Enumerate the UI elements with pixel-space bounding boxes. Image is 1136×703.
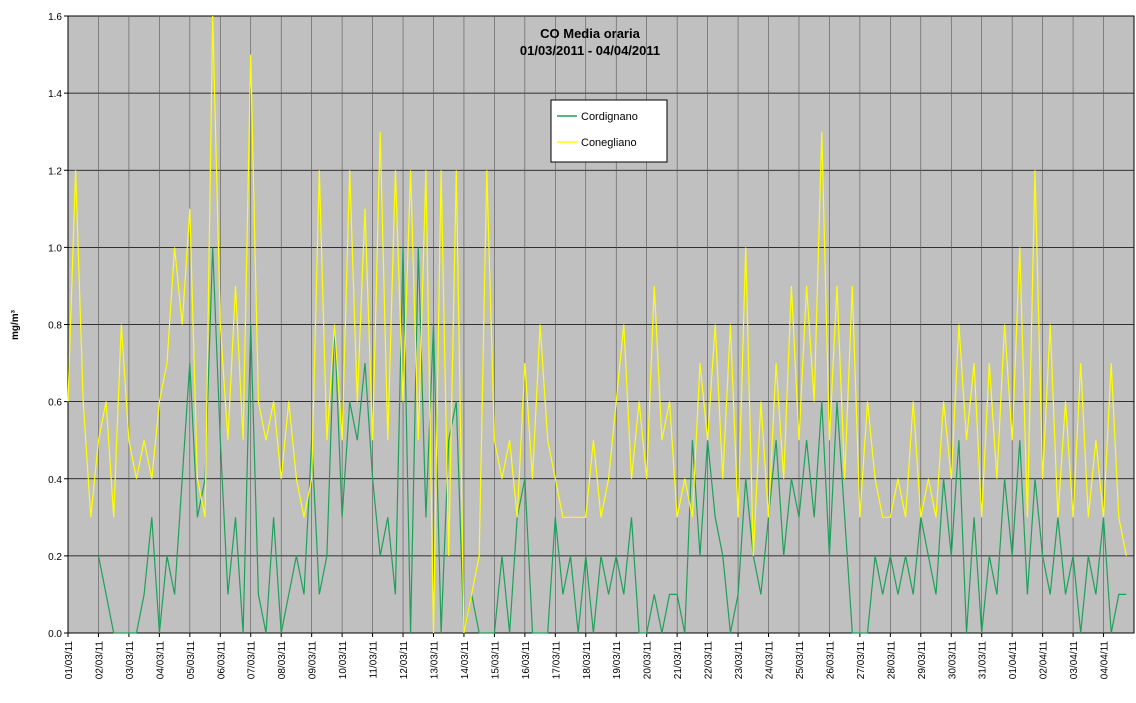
x-tick-label: 11/03/11 bbox=[369, 641, 380, 679]
x-tick-label: 01/04/11 bbox=[1008, 641, 1019, 680]
x-tick-label: 13/03/11 bbox=[429, 641, 440, 680]
y-tick-label: 0.0 bbox=[48, 629, 62, 640]
x-tick-label: 05/03/11 bbox=[186, 641, 197, 680]
x-tick-label: 10/03/11 bbox=[338, 641, 349, 680]
x-tick-label: 04/03/11 bbox=[155, 641, 166, 680]
lines bbox=[67, 15, 1127, 634]
x-tick-label: 30/03/11 bbox=[947, 641, 958, 680]
x-tick-label: 09/03/11 bbox=[308, 641, 319, 680]
y-axis-label: mg/m³ bbox=[10, 309, 21, 340]
x-tick-label: 12/03/11 bbox=[399, 641, 410, 680]
y-tick-label: 0.2 bbox=[48, 552, 62, 563]
x-tick-label: 06/03/11 bbox=[216, 641, 227, 680]
y-tick-label: 0.4 bbox=[48, 475, 62, 486]
x-tick-label: 15/03/11 bbox=[490, 641, 501, 680]
y-tick-label: 1.4 bbox=[48, 89, 62, 100]
x-tick-label: 24/03/11 bbox=[765, 641, 776, 680]
x-tick-label: 31/03/11 bbox=[978, 641, 989, 680]
x-tick-label: 22/03/11 bbox=[704, 641, 715, 680]
y-tick-label: 1.6 bbox=[48, 12, 62, 23]
legend-box bbox=[550, 99, 668, 163]
y-tick-label: 1.2 bbox=[48, 166, 62, 177]
y-tick-label: 0.6 bbox=[48, 398, 62, 409]
x-tick-label: 17/03/11 bbox=[551, 641, 562, 680]
x-tick-label: 07/03/11 bbox=[247, 641, 258, 680]
legend-label: Conegliano bbox=[581, 137, 637, 149]
x-tick-label: 01/03/11 bbox=[64, 641, 75, 680]
y-tick-label: 0.8 bbox=[48, 321, 62, 332]
series-line bbox=[67, 15, 1127, 634]
x-tick-label: 20/03/11 bbox=[643, 641, 654, 680]
legend: Cordignano Conegliano bbox=[550, 99, 668, 163]
legend-label: Cordignano bbox=[581, 111, 638, 123]
x-tick-label: 21/03/11 bbox=[673, 641, 684, 680]
x-tick-label: 02/04/11 bbox=[1039, 641, 1050, 680]
x-tick-label: 25/03/11 bbox=[795, 641, 806, 680]
x-tick-label: 03/03/11 bbox=[125, 641, 136, 680]
x-tick-label: 26/03/11 bbox=[825, 641, 836, 680]
chart-subtitle: 01/03/2011 - 04/04/2011 bbox=[520, 43, 660, 58]
x-tick-label: 02/03/11 bbox=[94, 641, 105, 680]
x-tick-label: 18/03/11 bbox=[582, 641, 593, 680]
x-tick-label: 14/03/11 bbox=[460, 641, 471, 680]
chart-title: CO Media oraria bbox=[540, 26, 640, 41]
x-tick-label: 23/03/11 bbox=[734, 641, 745, 680]
series-line bbox=[97, 247, 1127, 634]
x-tick-label: 04/04/11 bbox=[1100, 641, 1111, 680]
x-tick-label: 16/03/11 bbox=[521, 641, 532, 680]
x-tick-label: 19/03/11 bbox=[612, 641, 623, 680]
x-tick-label: 08/03/11 bbox=[277, 641, 288, 680]
x-tick-label: 28/03/11 bbox=[886, 641, 897, 680]
x-tick-label: 29/03/11 bbox=[917, 641, 928, 680]
x-tick-label: 27/03/11 bbox=[856, 641, 867, 680]
y-tick-label: 1.0 bbox=[48, 243, 62, 254]
x-tick-label: 03/04/11 bbox=[1069, 641, 1080, 680]
